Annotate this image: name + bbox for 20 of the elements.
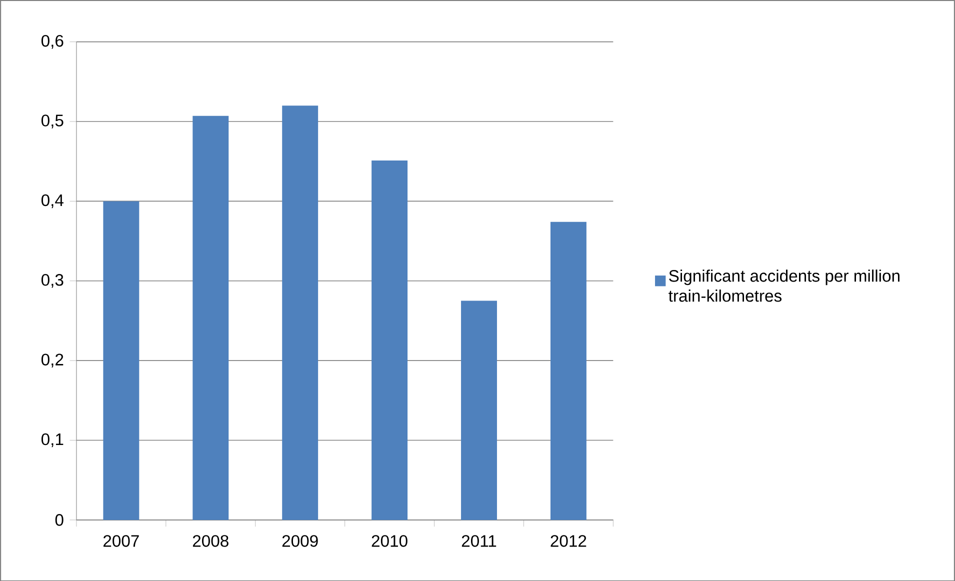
bar	[461, 300, 497, 520]
x-tick-label: 2010	[372, 534, 408, 547]
y-tick-label: 0,5	[41, 114, 64, 128]
bar	[282, 105, 318, 520]
y-tick-label: 0,4	[41, 194, 64, 208]
legend-label: Significant accidents per million train-kilometres	[668, 269, 900, 302]
y-tick-label: 0	[55, 514, 64, 526]
y-tick-label: 0,3	[41, 274, 64, 288]
y-tick-label: 0,6	[41, 34, 64, 48]
x-tick-label: 2011	[462, 534, 496, 547]
y-tick-label: 0,1	[41, 433, 64, 447]
x-tick-label: 2009	[282, 534, 318, 547]
bar	[550, 222, 586, 520]
bar	[103, 200, 140, 520]
bar	[372, 160, 408, 520]
bar	[192, 116, 229, 520]
x-tick-label: 2012	[550, 534, 586, 547]
x-tick-label: 2007	[104, 534, 139, 547]
y-tick-label: 0,2	[41, 354, 64, 368]
x-tick-label: 2008	[192, 534, 228, 547]
